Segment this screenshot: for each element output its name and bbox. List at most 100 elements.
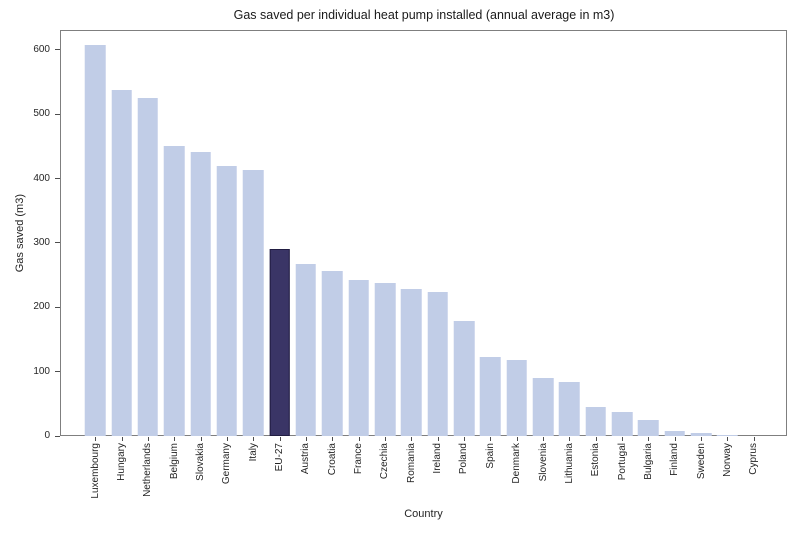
y-tick-label-300: 300 — [33, 236, 50, 248]
bar-denmark — [506, 360, 527, 436]
x-tick-label-portugal: Portugal — [616, 443, 628, 481]
x-tick-mark-slovenia — [543, 437, 545, 441]
x-tick-label-czechia: Czechia — [379, 443, 391, 480]
x-tick-mark-sweden — [701, 437, 703, 441]
bar-slot-croatia — [319, 30, 345, 441]
x-tick-mark-belgium — [174, 437, 176, 441]
bar-austria — [295, 264, 317, 436]
bar-estonia — [585, 407, 606, 436]
bar-romania — [401, 288, 422, 436]
bar-slot-france — [345, 30, 371, 441]
bar-slot-slovakia — [187, 30, 213, 441]
x-tick-label-norway: Norway — [721, 443, 733, 477]
x-tick-label-slot-norway: Norway — [714, 443, 740, 499]
bar-slot-sweden — [688, 30, 714, 441]
x-tick-label-belgium: Belgium — [168, 443, 180, 480]
x-tick-mark-luxembourg — [95, 437, 97, 441]
y-tick-label-500: 500 — [33, 108, 50, 120]
bar-slovakia — [190, 151, 211, 436]
bar-slot-netherlands — [135, 30, 161, 441]
bar-slot-ireland — [424, 30, 450, 441]
chart-title: Gas saved per individual heat pump insta… — [233, 8, 615, 22]
x-tick-label-cyprus: Cyprus — [748, 443, 760, 475]
bar-slot-denmark — [504, 30, 530, 441]
x-tick-label-slot-germany: Germany — [214, 443, 240, 499]
bar-slot-eu-27 — [266, 30, 292, 441]
x-tick-label-netherlands: Netherlands — [142, 443, 154, 497]
x-tick-label-lithuania: Lithuania — [563, 443, 575, 484]
x-tick-label-italy: Italy — [247, 443, 259, 462]
x-tick-label-slot-austria: Austria — [293, 443, 319, 499]
x-tick-mark-hungary — [121, 437, 123, 441]
x-tick-mark-lithuania — [569, 437, 571, 441]
bar-czechia — [374, 282, 396, 436]
x-tick-label-eu-27: EU-27 — [274, 443, 286, 472]
x-tick-label-slot-slovenia: Slovenia — [530, 443, 556, 499]
x-tick-mark-norway — [727, 437, 729, 441]
x-tick-label-slot-luxembourg: Luxembourg — [82, 443, 108, 499]
bar-slot-spain — [477, 30, 503, 441]
x-tick-mark-spain — [490, 437, 492, 441]
bar-slot-austria — [293, 30, 319, 441]
x-tick-mark-poland — [463, 437, 465, 441]
x-tick-label-slot-netherlands: Netherlands — [135, 443, 161, 499]
x-tick-label-slot-finland: Finland — [662, 443, 688, 499]
x-tick-label-denmark: Denmark — [511, 443, 523, 484]
bar-ireland — [427, 291, 448, 436]
bar-slot-estonia — [583, 30, 609, 441]
x-tick-mark-estonia — [595, 437, 597, 441]
x-tick-label-slot-romania: Romania — [398, 443, 424, 499]
bar-sweden — [690, 433, 712, 436]
x-tick-label-slot-lithuania: Lithuania — [556, 443, 582, 499]
bar-poland — [453, 321, 475, 436]
x-tick-label-slot-estonia: Estonia — [583, 443, 609, 499]
bar-slot-norway — [714, 30, 740, 441]
y-axis-label: Gas saved (m3) — [14, 193, 26, 273]
bar-hungary — [111, 90, 132, 436]
x-tick-mark-france — [358, 437, 360, 441]
x-tick-label-hungary: Hungary — [116, 443, 128, 481]
bar-slot-bulgaria — [635, 30, 661, 441]
x-tick-label-france: France — [353, 443, 365, 475]
x-tick-mark-cyprus — [753, 437, 755, 441]
x-tick-label-romania: Romania — [405, 443, 417, 484]
x-tick-label-poland: Poland — [458, 443, 470, 475]
y-tick-mark-0 — [55, 435, 60, 437]
bar-slot-cyprus — [741, 30, 767, 441]
x-tick-label-sweden: Sweden — [695, 443, 707, 480]
bar-finland — [664, 430, 686, 436]
x-tick-mark-denmark — [516, 437, 518, 441]
x-tick-mark-croatia — [332, 437, 334, 441]
x-tick-mark-austria — [305, 437, 307, 441]
x-tick-mark-italy — [253, 437, 255, 441]
bar-slot-finland — [662, 30, 688, 441]
x-tick-label-estonia: Estonia — [590, 443, 602, 477]
y-tick-mark-100 — [55, 371, 60, 373]
bar-france — [348, 280, 369, 436]
bar-netherlands — [137, 97, 159, 436]
x-tick-label-slot-sweden: Sweden — [688, 443, 714, 499]
x-tick-label-germany: Germany — [221, 443, 233, 485]
bar-eu-27 — [269, 248, 290, 436]
y-tick-mark-500 — [55, 113, 60, 115]
x-tick-mark-czechia — [384, 437, 386, 441]
bar-slot-germany — [214, 30, 240, 441]
y-tick-mark-400 — [55, 178, 60, 180]
x-tick-label-slot-bulgaria: Bulgaria — [635, 443, 661, 499]
bar-germany — [216, 165, 238, 436]
bar-slot-czechia — [372, 30, 398, 441]
bar-slot-lithuania — [556, 30, 582, 441]
bar-slot-belgium — [161, 30, 187, 441]
x-tick-mark-slovakia — [200, 437, 202, 441]
x-tick-label-slot-cyprus: Cyprus — [741, 443, 767, 499]
y-tick-label-600: 600 — [33, 43, 50, 55]
x-tick-mark-bulgaria — [648, 437, 650, 441]
x-tick-label-slot-france: France — [345, 443, 371, 499]
bar-slot-hungary — [108, 30, 134, 441]
y-tick-label-100: 100 — [33, 365, 50, 377]
bars-row — [60, 30, 787, 441]
x-tick-label-luxembourg: Luxembourg — [89, 443, 101, 499]
bar-slot-luxembourg — [82, 30, 108, 441]
y-tick-label-200: 200 — [33, 301, 50, 313]
x-tick-label-slot-italy: Italy — [240, 443, 266, 499]
